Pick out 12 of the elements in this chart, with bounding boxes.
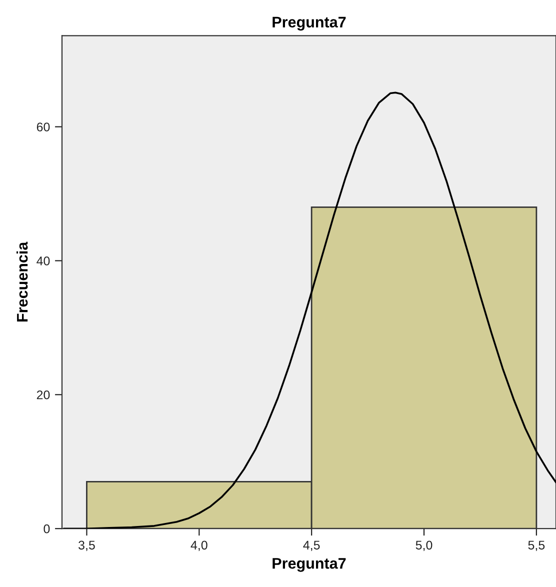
y-tick-label: 0 (44, 524, 50, 534)
chart-title: Pregunta7 (272, 16, 346, 31)
y-tick-label: 40 (36, 256, 50, 266)
x-tick-label: 5,5 (528, 540, 545, 552)
y-tick-label: 60 (36, 122, 50, 132)
y-axis-title: Frecuencia (16, 242, 28, 322)
y-tick-label: 20 (36, 390, 50, 400)
x-tick-label: 4,5 (303, 540, 320, 552)
x-tick-label: 5,0 (416, 540, 432, 552)
x-tick-label: 3,5 (78, 540, 95, 552)
x-axis-title: Pregunta7 (272, 558, 346, 572)
x-tick-label: 4,0 (190, 540, 208, 552)
